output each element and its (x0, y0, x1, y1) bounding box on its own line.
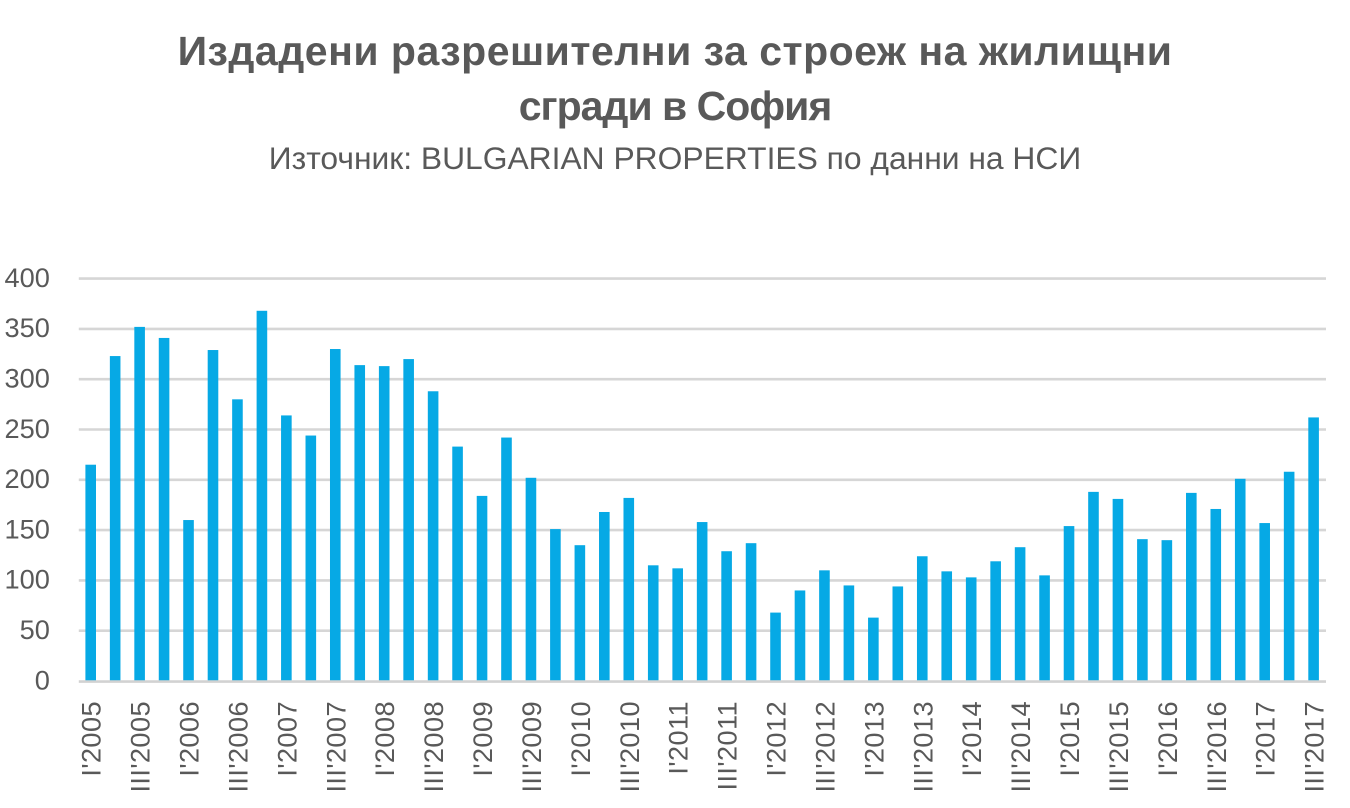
svg-text:III'2010: III'2010 (614, 701, 645, 793)
svg-text:I'2007: I'2007 (271, 701, 302, 777)
svg-text:III'2011: III'2011 (712, 701, 743, 791)
svg-text:0: 0 (35, 664, 50, 695)
svg-text:I'2017: I'2017 (1250, 701, 1281, 777)
svg-text:I'2012: I'2012 (761, 701, 792, 777)
svg-text:I'2015: I'2015 (1054, 701, 1085, 777)
svg-text:I'2010: I'2010 (565, 701, 596, 777)
svg-text:50: 50 (20, 614, 50, 645)
svg-text:III'2017: III'2017 (1299, 701, 1330, 793)
svg-text:I'2016: I'2016 (1152, 701, 1183, 777)
svg-text:I'2014: I'2014 (956, 701, 987, 777)
svg-text:III'2016: III'2016 (1201, 701, 1232, 793)
svg-text:III'2007: III'2007 (320, 701, 351, 793)
svg-text:III'2012: III'2012 (809, 701, 840, 793)
svg-text:III'2013: III'2013 (907, 701, 938, 793)
svg-text:350: 350 (5, 312, 50, 343)
svg-text:III'2005: III'2005 (125, 701, 156, 793)
svg-text:сгради в София: сгради в София (519, 83, 832, 129)
svg-text:III'2006: III'2006 (222, 701, 253, 793)
svg-text:150: 150 (5, 513, 50, 544)
svg-text:250: 250 (5, 413, 50, 444)
svg-text:400: 400 (5, 262, 50, 293)
svg-text:100: 100 (5, 564, 50, 595)
svg-text:I'2009: I'2009 (467, 701, 498, 777)
svg-text:200: 200 (5, 463, 50, 494)
svg-text:300: 300 (5, 363, 50, 394)
svg-text:Източник: BULGARIAN PROPERTIES: Източник: BULGARIAN PROPERTIES по данни … (269, 140, 1081, 176)
svg-text:I'2011: I'2011 (663, 701, 694, 775)
svg-text:Издадени разрешителни за строе: Издадени разрешителни за строеж на жилищ… (178, 28, 1173, 74)
svg-text:I'2005: I'2005 (76, 701, 107, 777)
svg-text:I'2008: I'2008 (369, 701, 400, 777)
svg-text:I'2006: I'2006 (174, 701, 205, 777)
svg-text:III'2009: III'2009 (516, 701, 547, 793)
svg-text:I'2013: I'2013 (858, 701, 889, 777)
svg-text:III'2008: III'2008 (418, 701, 449, 793)
svg-text:III'2015: III'2015 (1103, 701, 1134, 793)
svg-text:III'2014: III'2014 (1005, 701, 1036, 793)
